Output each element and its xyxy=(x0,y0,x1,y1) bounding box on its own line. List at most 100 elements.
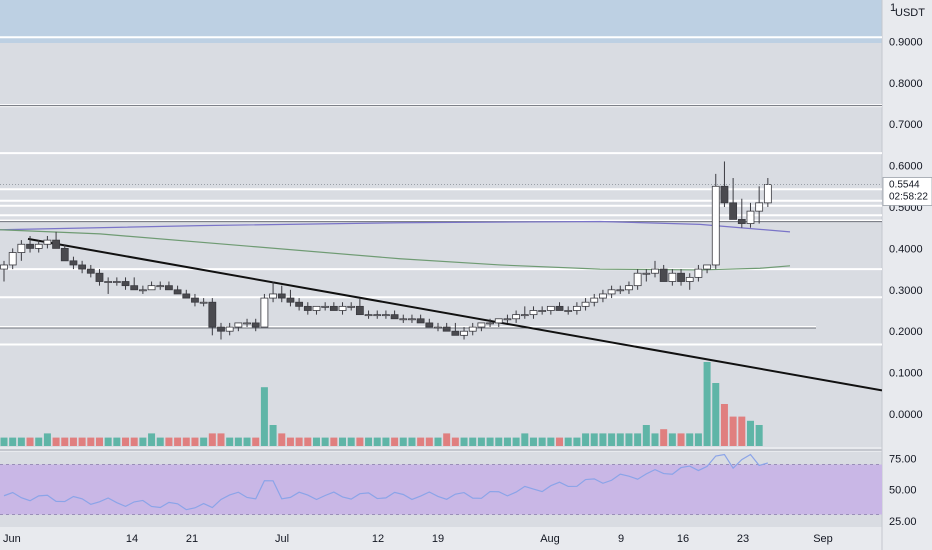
volume-bar xyxy=(443,433,451,446)
volume-bar xyxy=(738,416,746,446)
volume-bar xyxy=(0,437,8,446)
price-tick-label: 0.4000 xyxy=(889,243,923,255)
volume-bar xyxy=(61,437,69,446)
volume-bar xyxy=(538,437,546,446)
candle xyxy=(607,289,616,295)
price-tick-label: 0.7000 xyxy=(889,119,923,131)
volume-bar xyxy=(417,437,425,446)
time-tick-label: 19 xyxy=(432,533,444,545)
trendline[interactable] xyxy=(27,237,882,392)
resistance-zone-band xyxy=(0,0,882,43)
candle xyxy=(364,314,373,317)
volume-bar xyxy=(703,362,711,446)
candle xyxy=(668,272,677,282)
candle xyxy=(104,281,113,283)
candle xyxy=(329,305,338,311)
volume-bar xyxy=(486,437,494,446)
volume-bar xyxy=(408,437,416,446)
volume-bar xyxy=(269,425,277,446)
candle xyxy=(538,310,547,312)
time-tick-label: Sep xyxy=(813,533,833,545)
candle xyxy=(520,314,529,317)
volume-bar xyxy=(529,437,537,446)
candle xyxy=(17,243,26,253)
volume-bar xyxy=(608,433,616,446)
volume-bar xyxy=(113,437,121,446)
time-tick-label: 23 xyxy=(737,533,749,545)
volume-bar xyxy=(625,433,633,446)
volume-bar xyxy=(95,437,103,446)
volume-bar xyxy=(104,437,112,446)
rsi-tick-label: 25.00 xyxy=(889,516,917,528)
volume-bar xyxy=(35,437,43,446)
candle xyxy=(69,260,78,266)
candle xyxy=(599,293,607,299)
candle xyxy=(616,289,625,292)
volume-bar xyxy=(43,433,51,446)
volume-bar xyxy=(599,433,607,446)
volume-bar xyxy=(668,433,676,446)
volume-bar xyxy=(677,433,685,446)
volume-bar xyxy=(78,437,86,446)
candle xyxy=(451,330,460,336)
candle xyxy=(416,318,425,324)
volume-bar xyxy=(347,437,355,446)
candle xyxy=(659,268,668,282)
volume-bar xyxy=(52,437,60,446)
price-tick-label: 0.6000 xyxy=(889,161,923,173)
candle xyxy=(295,301,304,307)
volume-bar xyxy=(556,437,564,446)
volume-bar xyxy=(200,437,208,446)
candle xyxy=(651,268,659,274)
price-tick-label: 0.2000 xyxy=(889,326,923,338)
volume-bar xyxy=(573,437,581,446)
candle xyxy=(338,305,347,311)
candle xyxy=(711,185,720,266)
volume-bar xyxy=(391,437,399,446)
current-price-tag[interactable] xyxy=(882,177,932,206)
candle xyxy=(234,322,243,328)
candle xyxy=(147,285,156,291)
candle xyxy=(434,326,442,329)
time-tick-label: Jun xyxy=(3,533,21,545)
candle xyxy=(8,252,17,266)
volume-bar xyxy=(139,437,147,446)
candle xyxy=(468,326,477,332)
rsi-line xyxy=(3,453,769,511)
volume-bar xyxy=(660,429,668,446)
candle xyxy=(182,293,191,299)
candle xyxy=(694,268,703,278)
time-axis-background xyxy=(0,527,882,550)
candle xyxy=(121,281,130,287)
volume-bar xyxy=(156,437,164,446)
price-unit-label: USDT xyxy=(895,7,925,19)
candle xyxy=(408,318,416,321)
volume-bar xyxy=(382,437,390,446)
time-tick-label: 21 xyxy=(186,533,198,545)
volume-bar xyxy=(755,425,763,446)
candle xyxy=(685,276,694,282)
candle xyxy=(321,305,330,308)
candle xyxy=(763,184,772,204)
volume-bar xyxy=(226,437,234,446)
candle xyxy=(590,297,599,303)
volume-bar xyxy=(278,433,286,446)
candle xyxy=(173,289,182,295)
candle xyxy=(729,202,738,220)
volume-bar xyxy=(720,404,728,446)
candle xyxy=(564,310,573,312)
volume-bar xyxy=(503,437,511,446)
rsi-tick-label: 50.00 xyxy=(889,485,917,497)
moving-average-line xyxy=(0,229,791,271)
volume-bar xyxy=(616,433,624,446)
candle xyxy=(95,272,104,282)
candle xyxy=(78,264,87,270)
candle xyxy=(208,301,217,328)
volume-bar xyxy=(521,433,529,446)
candle xyxy=(633,272,642,287)
candle xyxy=(642,272,651,275)
candle xyxy=(86,268,95,274)
volume-bar xyxy=(451,437,459,446)
volume-bar xyxy=(286,437,294,446)
